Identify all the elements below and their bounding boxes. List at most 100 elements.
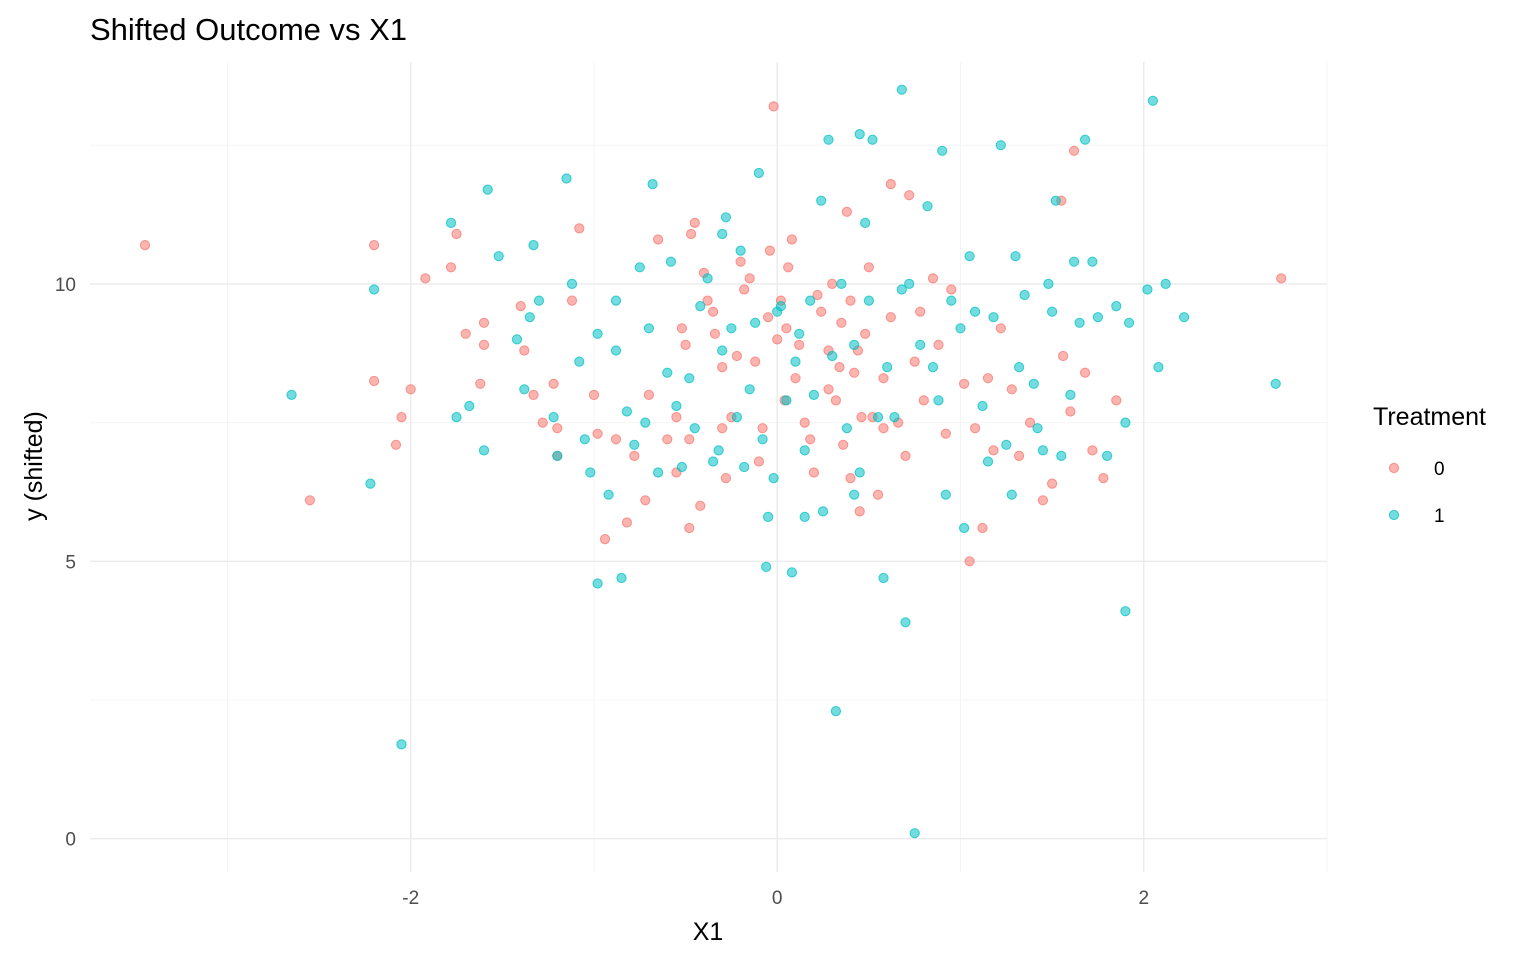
scatter-point-treatment-1 xyxy=(464,400,475,412)
scatter-point-treatment-0 xyxy=(823,384,834,395)
scatter-point-treatment-0 xyxy=(750,356,761,367)
scatter-point-treatment-0 xyxy=(772,334,783,345)
scatter-point-treatment-1 xyxy=(1120,606,1131,617)
scatter-point-treatment-1 xyxy=(799,445,810,456)
scatter-point-treatment-1 xyxy=(629,439,640,450)
scatter-point-treatment-0 xyxy=(475,378,486,389)
scatter-point-treatment-0 xyxy=(783,262,794,273)
scatter-point-treatment-1 xyxy=(1270,378,1281,389)
scatter-point-treatment-1 xyxy=(640,417,651,428)
scatter-point-treatment-1 xyxy=(1065,389,1076,400)
scatter-point-treatment-1 xyxy=(493,251,504,262)
scatter-point-treatment-1 xyxy=(1147,95,1159,106)
scatter-point-treatment-0 xyxy=(653,234,664,245)
scatter-point-treatment-0 xyxy=(1080,367,1091,378)
scatter-point-treatment-1 xyxy=(1142,284,1153,295)
scatter-point-treatment-1 xyxy=(585,467,596,478)
scatter-point-treatment-0 xyxy=(845,473,856,484)
scatter-point-treatment-1 xyxy=(1111,301,1122,312)
scatter-point-treatment-1 xyxy=(786,567,798,578)
scatter-point-treatment-1 xyxy=(1069,256,1080,267)
scatter-point-treatment-0 xyxy=(885,312,896,323)
scatter-point-treatment-1 xyxy=(841,423,853,434)
scatter-point-treatment-1 xyxy=(750,317,761,328)
scatter-point-treatment-0 xyxy=(959,378,970,389)
data-points xyxy=(139,84,1287,839)
scatter-point-treatment-0 xyxy=(708,306,719,317)
scatter-point-treatment-1 xyxy=(1047,306,1058,317)
scatter-point-treatment-1 xyxy=(744,384,755,395)
x-tick-label: -2 xyxy=(402,888,419,909)
scatter-point-treatment-0 xyxy=(686,228,697,240)
scatter-point-treatment-1 xyxy=(768,473,779,484)
scatter-point-treatment-1 xyxy=(1028,378,1039,389)
scatter-point-treatment-0 xyxy=(1087,445,1098,456)
scatter-point-treatment-1 xyxy=(643,323,655,334)
scatter-point-treatment-0 xyxy=(827,278,838,289)
scatter-point-treatment-0 xyxy=(768,101,779,112)
scatter-point-treatment-0 xyxy=(854,506,865,517)
scatter-point-treatment-0 xyxy=(885,179,896,190)
scatter-point-treatment-0 xyxy=(610,434,622,445)
scatter-point-treatment-1 xyxy=(478,445,490,456)
scatter-point-treatment-0 xyxy=(1098,473,1109,484)
scatter-point-treatment-1 xyxy=(781,395,792,406)
scatter-point-treatment-1 xyxy=(1056,450,1067,461)
axis-ticks: -2 0 2 0 5 10 xyxy=(55,275,1149,909)
scatter-point-treatment-1 xyxy=(823,134,834,145)
scatter-point-treatment-1 xyxy=(702,273,713,284)
scatter-point-treatment-1 xyxy=(988,312,999,323)
scatter-point-treatment-1 xyxy=(731,412,743,423)
scatter-point-treatment-1 xyxy=(964,251,975,262)
scatter-point-treatment-1 xyxy=(647,179,658,190)
scatter-point-treatment-0 xyxy=(405,384,416,395)
scatter-point-treatment-0 xyxy=(872,489,884,500)
x-tick-label: 2 xyxy=(1138,888,1149,909)
scatter-point-treatment-1 xyxy=(528,240,539,251)
scatter-point-treatment-1 xyxy=(933,395,944,406)
scatter-point-treatment-1 xyxy=(653,467,664,478)
scatter-point-treatment-1 xyxy=(369,284,380,295)
scatter-point-treatment-0 xyxy=(574,223,585,234)
scatter-point-treatment-0 xyxy=(592,428,603,439)
y-tick-label: 0 xyxy=(65,830,76,851)
scatter-point-treatment-0 xyxy=(621,517,633,528)
scatter-point-treatment-1 xyxy=(592,328,603,339)
scatter-point-treatment-1 xyxy=(757,434,768,445)
scatter-point-treatment-1 xyxy=(1124,317,1135,328)
scatter-point-treatment-1 xyxy=(982,456,994,467)
scatter-point-treatment-0 xyxy=(838,439,849,450)
scatter-point-treatment-0 xyxy=(909,356,920,367)
scatter-point-treatment-0 xyxy=(396,412,407,423)
scatter-point-treatment-1 xyxy=(676,461,688,473)
scatter-point-treatment-1 xyxy=(548,412,559,423)
scatter-point-treatment-1 xyxy=(1092,312,1104,323)
scatter-point-treatment-1 xyxy=(816,195,827,206)
scatter-point-treatment-0 xyxy=(964,556,975,567)
scatter-point-treatment-0 xyxy=(757,423,768,434)
scatter-point-treatment-0 xyxy=(139,240,151,251)
scatter-point-treatment-0 xyxy=(676,323,688,334)
scatter-point-treatment-1 xyxy=(717,345,728,356)
scatter-point-treatment-1 xyxy=(959,522,970,534)
scatter-point-treatment-0 xyxy=(445,262,457,273)
scatter-point-treatment-0 xyxy=(709,328,721,339)
scatter-point-treatment-1 xyxy=(1087,256,1098,267)
scatter-point-treatment-0 xyxy=(1111,395,1122,406)
scatter-point-treatment-1 xyxy=(396,739,407,750)
scatter-point-treatment-0 xyxy=(977,522,988,534)
legend-label-0: 0 xyxy=(1434,459,1445,480)
y-tick-label: 10 xyxy=(55,275,76,296)
scatter-point-treatment-1 xyxy=(995,140,1006,151)
scatter-point-treatment-1 xyxy=(713,445,724,456)
scatter-point-treatment-1 xyxy=(1102,450,1113,461)
scatter-point-treatment-1 xyxy=(940,489,951,500)
scatter-point-treatment-0 xyxy=(390,439,402,450)
scatter-point-treatment-1 xyxy=(900,617,911,628)
scatter-point-treatment-1 xyxy=(827,350,838,362)
scatter-point-treatment-1 xyxy=(720,212,732,223)
scatter-point-treatment-1 xyxy=(867,134,878,145)
scatter-point-treatment-0 xyxy=(599,534,611,545)
scatter-point-treatment-0 xyxy=(946,284,957,295)
scatter-point-treatment-0 xyxy=(1069,145,1080,156)
